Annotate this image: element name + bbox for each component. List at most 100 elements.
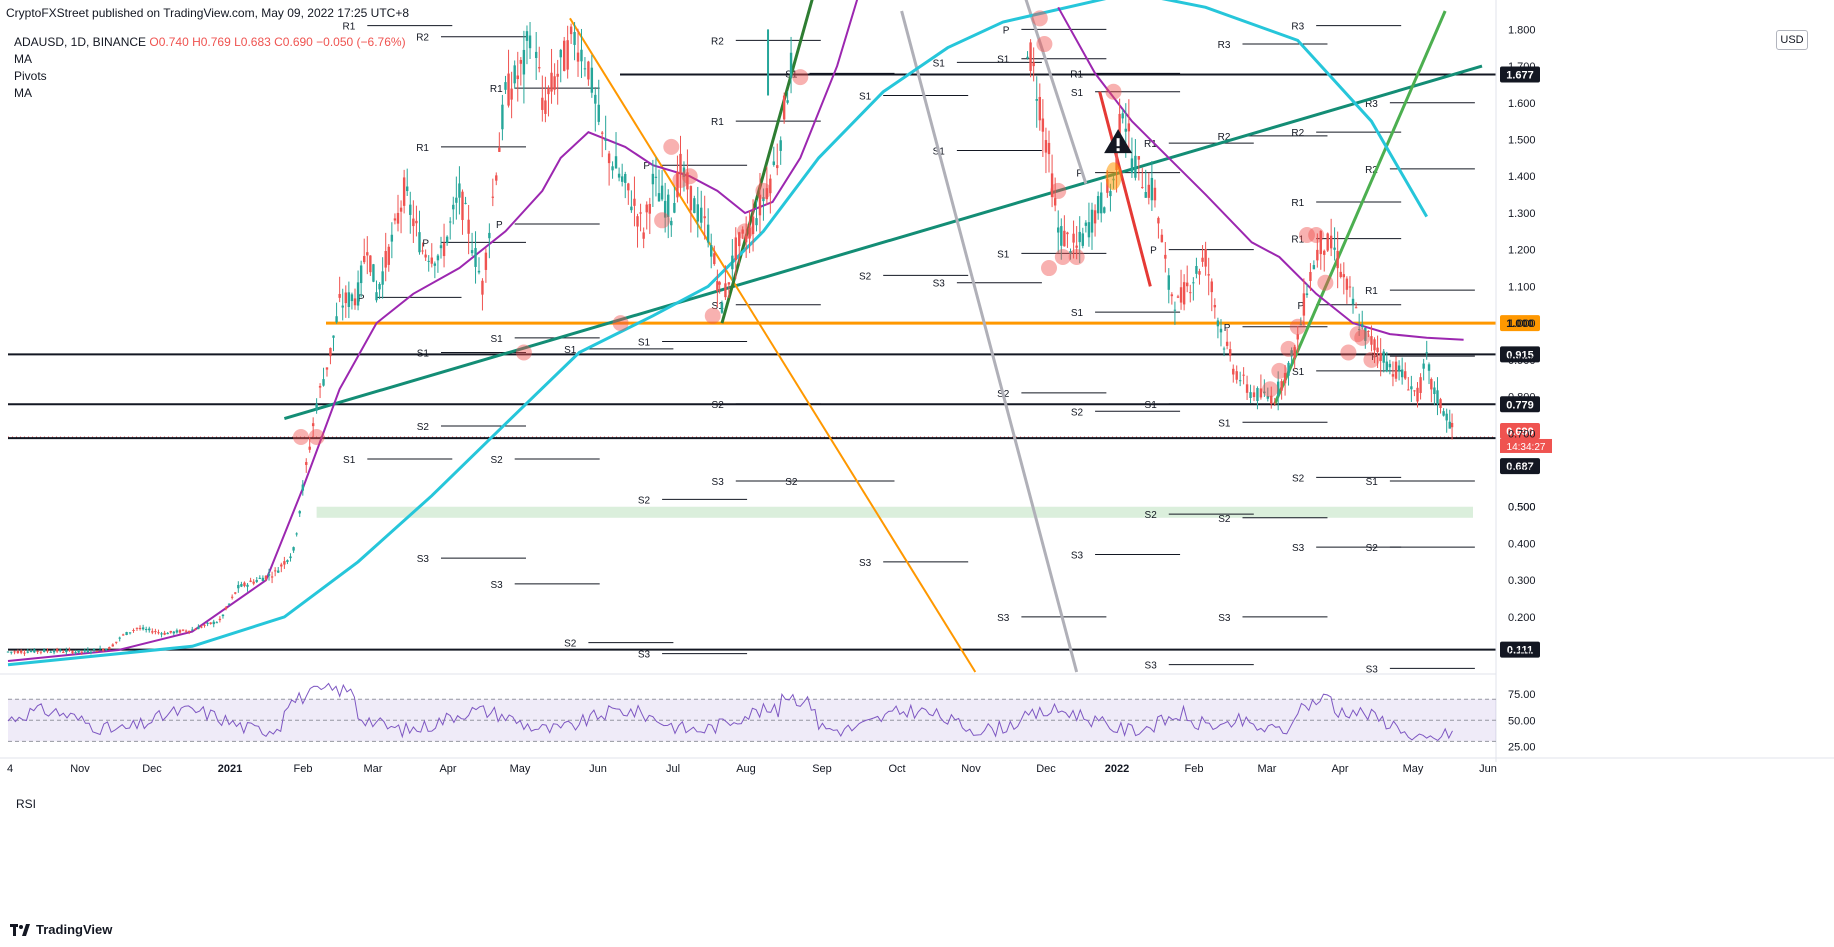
candle-body <box>42 649 46 652</box>
candle-body <box>1342 274 1346 278</box>
candle-body <box>409 204 412 215</box>
candle-body <box>218 618 222 621</box>
level-badge-label: 0.690 <box>1506 426 1534 438</box>
pivot-label: S3 <box>490 580 503 591</box>
level-badge <box>1500 422 1540 439</box>
x-tick-label: Mar <box>1258 763 1277 775</box>
countdown-badge <box>1500 438 1552 453</box>
x-tick-label: 2021 <box>218 763 242 775</box>
pivot-label: R2 <box>1365 165 1378 176</box>
candle-body <box>601 132 604 134</box>
candle-body <box>1041 118 1045 132</box>
candle-body <box>1410 386 1413 390</box>
candle-body <box>1179 287 1183 303</box>
candle-body <box>703 216 706 219</box>
candle-body <box>1319 230 1322 255</box>
candle-body <box>1078 231 1081 243</box>
candle-body <box>144 629 148 631</box>
legend-indicator-pivots[interactable]: Pivots <box>14 69 47 83</box>
candle-body <box>1419 377 1422 393</box>
candle-body <box>322 379 325 386</box>
legend-symbol[interactable]: ADAUSD, 1D, BINANCE <box>14 35 147 49</box>
footer-brand[interactable]: TradingView <box>10 922 112 937</box>
candle-body <box>141 627 145 630</box>
rsi-pane: 75.00 50.00 25.00 <box>7 682 1536 754</box>
highlight-marker <box>1289 318 1306 335</box>
grey-trend-line-2 <box>1024 0 1088 185</box>
candle-body <box>95 650 99 652</box>
candle-body <box>125 632 128 635</box>
candle-body <box>1047 142 1051 155</box>
candle-body <box>77 650 80 653</box>
x-tick-label: Feb <box>294 763 313 775</box>
candle-body <box>1032 62 1035 67</box>
pivot-label: S3 <box>1071 550 1084 561</box>
pivot-label: P <box>1003 25 1010 36</box>
candle-body <box>611 166 614 171</box>
candle-body <box>258 577 262 579</box>
y-tick-label: 1.600 <box>1508 98 1536 110</box>
candle-body <box>1416 387 1419 402</box>
candle-body <box>111 644 114 647</box>
legend-symbol-row: ADAUSD, 1D, BINANCE O0.740 H0.769 L0.683… <box>14 34 406 51</box>
candle-body <box>667 194 670 218</box>
candle-body <box>308 446 311 450</box>
pivot-label: S2 <box>564 639 577 650</box>
candle-body <box>1164 254 1167 259</box>
candle-body <box>748 227 751 239</box>
candle-body <box>1433 387 1436 395</box>
y-tick-label: 1.500 <box>1508 135 1536 147</box>
candle-body <box>33 649 36 653</box>
legend-indicator-ma-1[interactable]: MA <box>14 52 32 66</box>
candle-body <box>522 49 526 75</box>
candle-body <box>731 255 734 270</box>
candle-body <box>495 175 498 181</box>
candle-body <box>769 178 772 194</box>
candle-body <box>1442 411 1445 416</box>
horizontal-levels: 1.6771.0000.9150.7790.69014:34:270.6870.… <box>8 66 1552 658</box>
candle-body <box>209 622 212 624</box>
candle-body <box>1436 390 1439 404</box>
candle-body <box>1186 282 1189 287</box>
level-badge <box>1500 396 1540 413</box>
candle-body <box>604 139 607 141</box>
y-tick-label: 0.900 <box>1508 355 1536 367</box>
currency-badge[interactable]: USD <box>1776 30 1808 50</box>
pivot-label: R3 <box>1365 99 1378 110</box>
candle-body <box>206 622 209 624</box>
candle-body <box>772 161 775 165</box>
candle-body <box>547 88 550 95</box>
candle-body <box>267 574 271 576</box>
candle-body <box>1385 361 1389 372</box>
candle-body <box>295 533 298 535</box>
candle-body <box>261 577 265 582</box>
pivot-label: P <box>422 238 429 249</box>
candle-body <box>305 462 308 465</box>
candle-body <box>676 171 679 198</box>
candle-body <box>706 224 710 243</box>
candle-body <box>689 186 693 211</box>
candle-body <box>1339 271 1342 278</box>
candle-body <box>92 648 96 650</box>
candle-body <box>498 147 501 152</box>
candle-body <box>16 650 20 654</box>
level-badge <box>1500 315 1540 332</box>
x-tick-label: Mar <box>364 763 383 775</box>
pivot-label: S1 <box>933 58 946 69</box>
y-tick-label: 0.700 <box>1508 428 1536 440</box>
candle-body <box>758 194 762 216</box>
red-trend-line <box>1098 91 1152 287</box>
candle-body <box>1170 294 1174 297</box>
pivot-label: P <box>496 220 503 231</box>
candle-body <box>338 293 341 298</box>
candle-body <box>716 281 719 292</box>
y-tick-label: 1.300 <box>1508 208 1536 220</box>
candle-body <box>657 193 661 202</box>
pivot-label: P <box>1076 169 1083 180</box>
candle-body <box>1305 293 1309 296</box>
pivot-label: S2 <box>638 495 651 506</box>
candle-body <box>741 229 744 234</box>
legend-indicator-ma-2[interactable]: MA <box>14 86 32 100</box>
highlight-marker <box>663 138 680 155</box>
